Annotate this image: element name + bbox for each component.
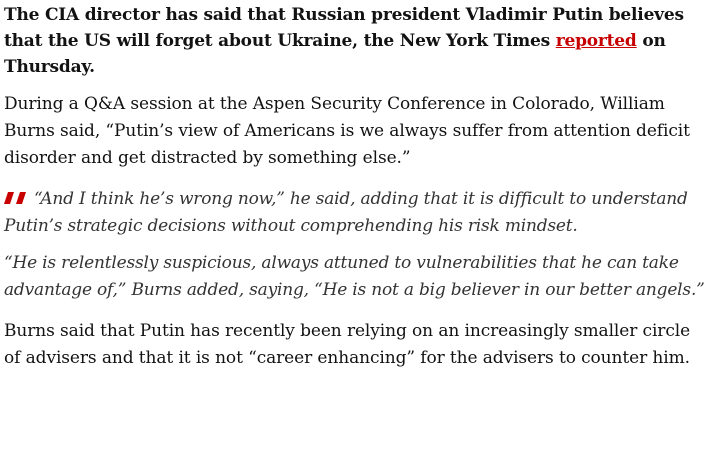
standfirst: The CIA director has said that Russian p… [4,2,709,80]
paragraph: Burns said that Putin has recently been … [4,321,691,368]
standfirst-text-end: on Thursday. [4,31,666,77]
pull-quote: “And I think he’s wrong now,” he said, a… [4,186,709,240]
article-body: The CIA director has said that Russian p… [4,2,709,368]
paragraph: During a Q&A session at the Aspen Securi… [4,94,690,168]
standfirst-text: The CIA director has said that Russian p… [4,5,684,51]
reported-link[interactable]: reported [555,31,637,51]
quote-marks-icon [4,192,26,204]
quote-text: “And I think he’s wrong now,” he said, a… [4,189,688,236]
quote-continuation: “He is relentlessly suspicious, always a… [4,253,705,300]
